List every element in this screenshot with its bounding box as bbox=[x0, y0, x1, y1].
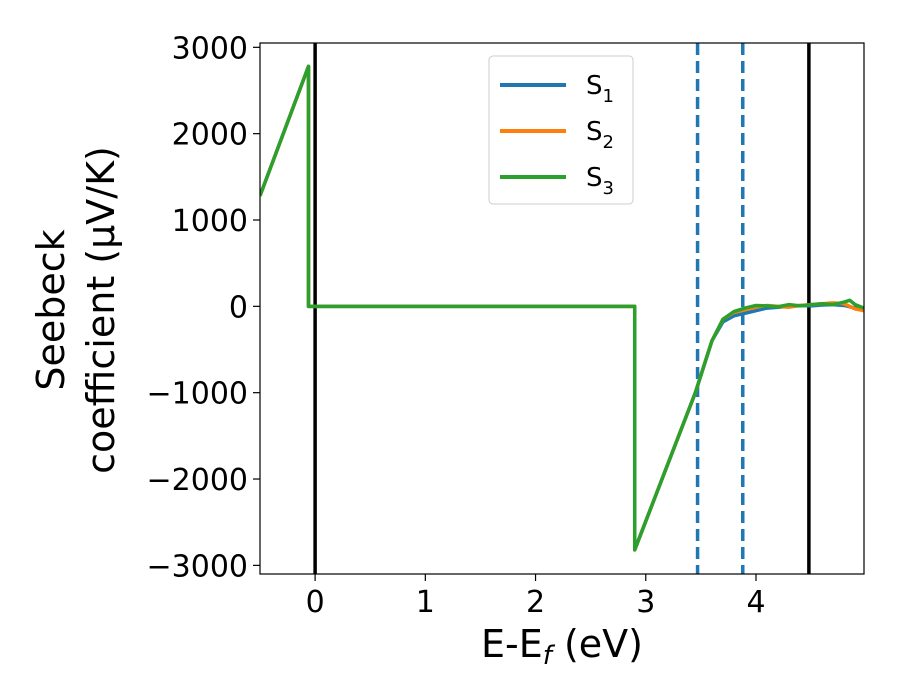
y-tick-label: −2000 bbox=[147, 463, 248, 498]
x-tick-label: 3 bbox=[636, 585, 655, 620]
legend-label-s2: S2 bbox=[586, 117, 614, 153]
x-tick-label: 1 bbox=[416, 585, 435, 620]
y-axis-label-line2: coefficient (μV/K) bbox=[79, 146, 123, 474]
vertical-lines-layer bbox=[313, 43, 811, 574]
y-axis-label-line1: Seebeck bbox=[29, 229, 73, 390]
y-axis-label: Seebeck coefficient (μV/K) bbox=[29, 146, 123, 474]
x-tick-label: 0 bbox=[306, 585, 325, 620]
series-line-s3 bbox=[260, 64, 864, 552]
legend-label-s3: S3 bbox=[586, 163, 614, 199]
x-axis-ticks: 0 1 2 3 4 bbox=[306, 574, 766, 620]
y-tick-label: 2000 bbox=[172, 118, 248, 153]
y-tick-label: −1000 bbox=[147, 377, 248, 412]
x-axis-label: E-Ef (eV) bbox=[481, 622, 643, 671]
y-axis-ticks: −3000 −2000 −1000 0 1000 2000 3000 bbox=[147, 31, 260, 584]
series-layer bbox=[260, 64, 864, 552]
y-tick-label: 0 bbox=[229, 290, 248, 325]
y-tick-label: 1000 bbox=[172, 204, 248, 239]
plot-frame bbox=[259, 42, 865, 575]
y-tick-label: −3000 bbox=[147, 549, 248, 584]
x-tick-label: 4 bbox=[746, 585, 765, 620]
legend: S1 S2 S3 bbox=[488, 55, 634, 205]
legend-label-s1: S1 bbox=[586, 71, 614, 107]
x-tick-label: 2 bbox=[526, 585, 545, 620]
y-tick-label: 3000 bbox=[172, 31, 248, 66]
